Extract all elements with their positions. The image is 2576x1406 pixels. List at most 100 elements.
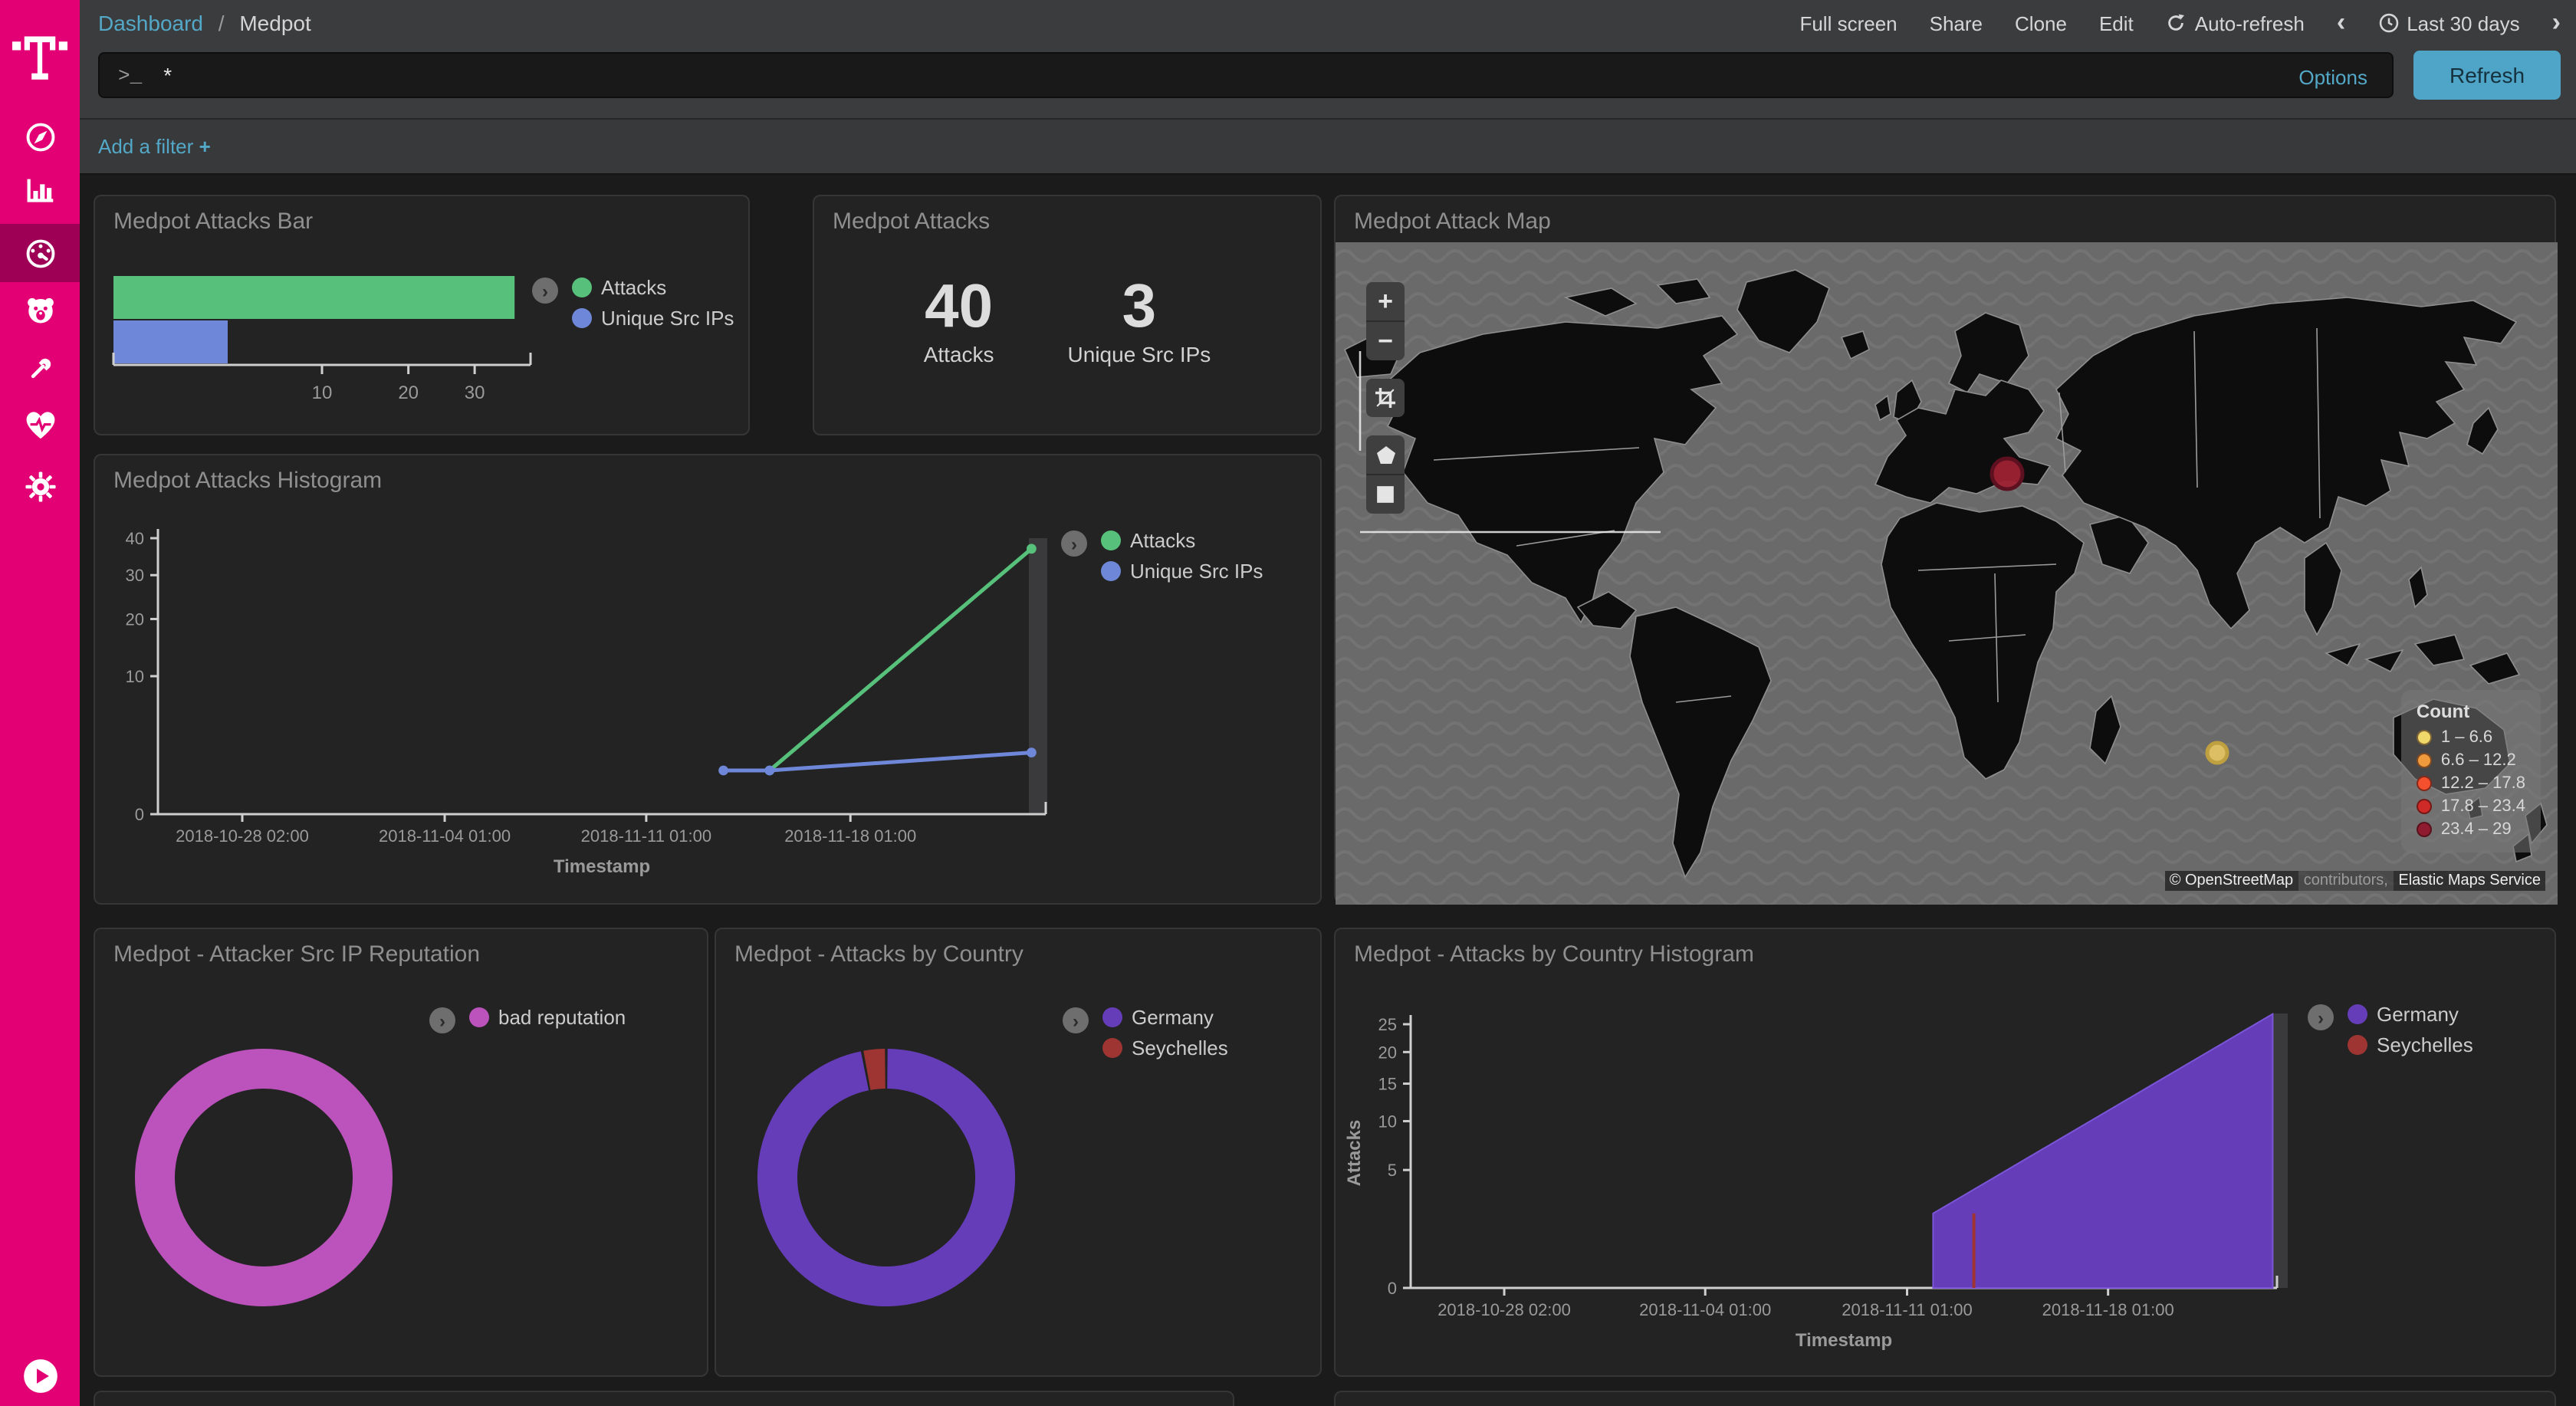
query-bar: >_ * Options Refresh (80, 46, 2576, 118)
legend-item-germany[interactable]: Germany (2348, 1003, 2473, 1026)
panel-attacker-src-ip-reputation: Medpot - Attacker Src IP Reputation › ba… (94, 928, 708, 1377)
bear-icon (27, 297, 53, 323)
sidebar-collapse-button[interactable] (0, 1346, 80, 1404)
toolbar-clone-button[interactable]: Clone (2015, 11, 2067, 34)
breadcrumb-separator: / (218, 11, 225, 35)
toolbar-edit-button[interactable]: Edit (2098, 11, 2134, 34)
slice-seychelles[interactable] (863, 1049, 886, 1090)
legend-item-bad-reputation[interactable]: bad reputation (469, 1006, 626, 1029)
telekom-logo[interactable] (0, 12, 80, 95)
legend-item-seychelles[interactable]: Seychelles (1102, 1036, 1228, 1059)
draw-rectangle-button[interactable] (1366, 475, 1405, 514)
donut-chart (135, 1049, 393, 1306)
legend-color-dot (469, 1007, 489, 1027)
data-point[interactable] (764, 765, 775, 776)
area-germany[interactable] (1932, 1012, 2274, 1289)
legend-expand-button[interactable]: › (2308, 1004, 2334, 1030)
slice-bad-reputation[interactable] (135, 1049, 393, 1306)
draw-polygon-button[interactable] (1366, 435, 1405, 474)
legend-color-dot (1101, 561, 1121, 581)
zoom-in-button[interactable]: + (1378, 286, 1393, 315)
toolbar-share-button[interactable]: Share (1929, 11, 1983, 34)
metric-label: Attacks (923, 342, 994, 366)
x-axis-tick-label: 2018-10-28 02:00 (176, 826, 309, 846)
legend-expand-button[interactable]: › (532, 278, 558, 304)
panel-medpot-attacks-bar: Medpot Attacks Bar 10 20 30 › Attacks Uniqu… (94, 195, 750, 435)
data-point[interactable] (718, 765, 728, 776)
sidebar-item-honeypot[interactable] (0, 281, 80, 339)
legend-item-attacks[interactable]: Attacks (572, 276, 734, 299)
world-map[interactable] (1336, 242, 2558, 905)
x-axis-tick-label: 2018-11-11 01:00 (1842, 1300, 1972, 1319)
donut-chart (757, 1049, 1015, 1306)
bar-attacks[interactable] (113, 276, 515, 319)
legend-expand-button[interactable]: › (1063, 1007, 1089, 1033)
y-axis-tick-label: 30 (126, 566, 144, 585)
query-options-link[interactable]: Options (2298, 65, 2367, 88)
legend-item-attacks[interactable]: Attacks (1101, 529, 1263, 552)
metric-group: 40 Attacks 3 Unique Src IPs (814, 276, 1320, 366)
country-borders (1433, 327, 2321, 703)
legend-expand-button[interactable]: › (1061, 531, 1087, 557)
refresh-button[interactable]: Refresh (2413, 51, 2561, 100)
heartbeat-icon (25, 411, 54, 439)
add-filter-link[interactable]: Add a filter + (98, 135, 211, 158)
time-picker-button[interactable]: Last 30 days (2377, 11, 2520, 34)
slice-germany[interactable] (757, 1049, 1015, 1306)
bar-unique-src-ips[interactable] (113, 320, 228, 363)
wrench-icon (30, 357, 51, 378)
bar-seychelles[interactable] (1972, 1213, 1976, 1288)
sidebar-item-management[interactable] (0, 457, 80, 515)
query-prompt-icon: >_ (118, 64, 143, 87)
metric-unique-src-ips: 3 Unique Src IPs (1068, 276, 1211, 366)
y-axis-tick-label: 0 (1388, 1279, 1397, 1298)
attack-point-germany[interactable] (1990, 456, 2025, 491)
y-axis-tick-label: 20 (126, 609, 144, 629)
fit-bounds-button[interactable] (1366, 379, 1405, 417)
y-axis-tick-label: 20 (1378, 1043, 1397, 1062)
attribution-link[interactable]: Elastic Maps Service (2394, 871, 2545, 891)
breadcrumb-dashboard-link[interactable]: Dashboard (98, 11, 203, 35)
time-step-back-button[interactable]: ‹ (2336, 7, 2346, 36)
x-axis-tick-label: 30 (465, 383, 485, 403)
count-legend-row: 1 – 6.6 (2416, 728, 2525, 747)
legend-item-seychelles[interactable]: Seychelles (2348, 1033, 2473, 1056)
legend-item-germany[interactable]: Germany (1102, 1006, 1228, 1029)
toolbar-full-screen-button[interactable]: Full screen (1799, 11, 1898, 34)
x-axis-title: Timestamp (1796, 1330, 1892, 1351)
legend-expand-button[interactable]: › (429, 1007, 455, 1033)
legend-item-unique-src-ips[interactable]: Unique Src IPs (1101, 560, 1263, 583)
time-step-forward-button[interactable]: › (2551, 7, 2561, 36)
app-sidebar (0, 0, 80, 1406)
data-point[interactable] (1027, 544, 1037, 554)
attribution-link[interactable]: © OpenStreetMap (2164, 871, 2298, 891)
sidebar-item-visualize[interactable] (0, 161, 80, 219)
legend-item-unique-src-ips[interactable]: Unique Src IPs (572, 307, 734, 330)
auto-refresh-button[interactable]: Auto-refresh (2166, 11, 2305, 34)
dashboard-toolbar: Full screen Share Clone Edit Auto-refresh ‹… (1799, 0, 2561, 46)
panel-title: Medpot - Attacks by Country Histogram (1354, 941, 1754, 967)
legend: › bad reputation (429, 1006, 626, 1033)
zoom-out-button[interactable]: − (1378, 326, 1393, 355)
sidebar-item-dashboard[interactable] (0, 224, 80, 282)
legend-label: Attacks (601, 276, 667, 299)
y-axis-tick-label: 15 (1378, 1075, 1397, 1094)
data-point[interactable] (1027, 747, 1037, 757)
attack-point-seychelles[interactable] (2205, 741, 2229, 765)
x-axis-tick-label: 20 (398, 383, 419, 403)
legend-color-dot (572, 308, 592, 328)
sidebar-item-dev-tools[interactable] (0, 339, 80, 397)
legend-label: Seychelles (1132, 1036, 1228, 1059)
current-time-marker (2272, 1013, 2288, 1288)
legend: › Attacks Unique Src IPs (532, 276, 734, 330)
sidebar-item-discover[interactable] (0, 107, 80, 166)
dashboard-gauge-icon (25, 238, 54, 268)
plus-icon: + (199, 135, 211, 158)
x-axis-tick-label: 2018-11-18 01:00 (784, 826, 916, 846)
search-query-input[interactable]: >_ * Options (98, 52, 2394, 98)
y-axis-tick-label: 40 (126, 529, 144, 548)
line-attacks[interactable] (768, 547, 1033, 772)
sidebar-item-monitoring[interactable] (0, 396, 80, 454)
compass-icon (25, 122, 54, 151)
